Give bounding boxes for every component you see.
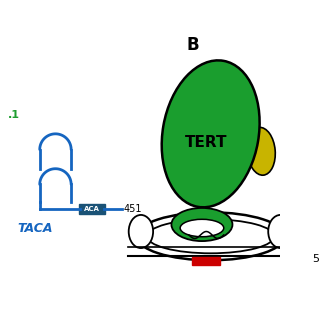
Ellipse shape <box>129 215 153 248</box>
Text: ACA: ACA <box>84 206 100 212</box>
Text: 451: 451 <box>124 204 142 214</box>
Ellipse shape <box>268 215 292 248</box>
Ellipse shape <box>247 127 275 175</box>
Text: 5’: 5’ <box>313 253 320 264</box>
Ellipse shape <box>180 219 224 237</box>
Ellipse shape <box>172 208 232 241</box>
Ellipse shape <box>147 219 274 253</box>
FancyBboxPatch shape <box>192 257 220 265</box>
Text: B: B <box>187 36 200 54</box>
Text: TERT: TERT <box>185 135 228 150</box>
Text: TACA: TACA <box>17 221 52 235</box>
Ellipse shape <box>162 60 260 207</box>
FancyBboxPatch shape <box>79 204 105 214</box>
Text: .1: .1 <box>8 110 20 120</box>
Ellipse shape <box>137 212 285 260</box>
